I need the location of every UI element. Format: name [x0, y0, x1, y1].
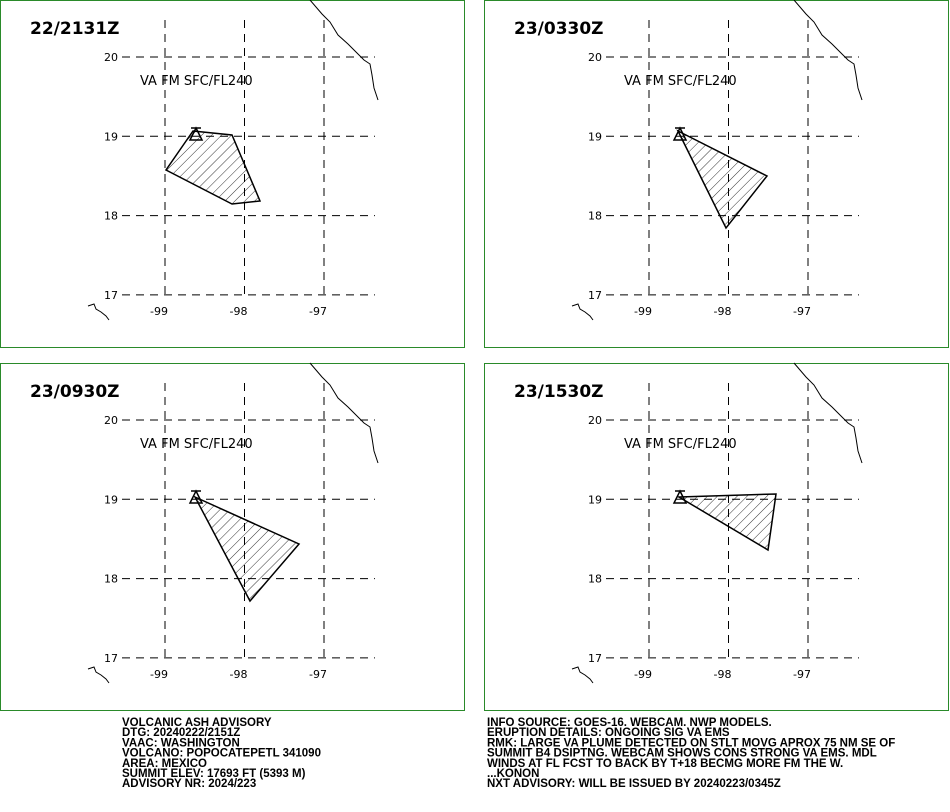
lon-tick-label: -97 — [309, 668, 327, 681]
lat-tick-label: 19 — [588, 130, 602, 143]
lon-tick-label: -98 — [714, 668, 732, 681]
volcano-symbol — [188, 489, 204, 504]
advisory-text: NXT ADVISORY: WILL BE ISSUED BY 20240223… — [487, 778, 781, 790]
lat-tick-label: 18 — [104, 210, 118, 223]
lon-tick-label: -99 — [150, 305, 168, 318]
coastline — [571, 666, 594, 684]
coastline — [793, 362, 863, 464]
lon-tick-label: -99 — [150, 668, 168, 681]
lon-tick-label: -99 — [634, 668, 652, 681]
lat-tick-label: 20 — [588, 414, 602, 427]
advisory-text: DTG: 20240222/2151Z — [122, 727, 240, 739]
lat-tick-label: 18 — [104, 573, 118, 586]
advisory-text: INFO SOURCE: GOES-16. WEBCAM. NWP MODELS… — [487, 717, 772, 729]
advisory-text: AREA: MEXICO — [122, 758, 207, 770]
lat-tick-label: 17 — [588, 289, 602, 302]
advisory-text: ...KONON — [487, 768, 539, 780]
volcano-symbol — [672, 489, 688, 504]
coastline — [87, 303, 110, 321]
panel-time: 22/2131Z — [30, 19, 120, 39]
advisory-text: ADVISORY NR: 2024/223 — [122, 778, 256, 790]
volcano-symbol — [188, 126, 204, 141]
panel-time: 23/0330Z — [514, 19, 604, 39]
lon-tick-label: -98 — [230, 305, 248, 318]
lon-tick-label: -99 — [634, 305, 652, 318]
coastline — [309, 362, 379, 464]
lat-tick-label: 20 — [104, 414, 118, 427]
ash-area — [164, 130, 262, 205]
panel-border — [484, 0, 949, 348]
ash-area — [676, 493, 777, 552]
advisory-text: RMK: LARGE VA PLUME DETECTED ON STLT MOV… — [487, 737, 895, 749]
lon-tick-label: -97 — [793, 305, 811, 318]
advisory-text: WINDS AT FL FCST TO BACK BY T+18 BECMG M… — [487, 758, 843, 770]
coastline — [793, 0, 863, 101]
ash-level: VA FM SFC/FL240 — [140, 74, 253, 89]
lat-tick-label: 17 — [104, 652, 118, 665]
panel-border — [484, 363, 949, 711]
lat-tick-label: 20 — [588, 51, 602, 64]
lat-tick-label: 19 — [104, 130, 118, 143]
advisory-text: SUMMIT B4 DSIPTNG. WEBCAM SHOWS CONS STR… — [487, 748, 877, 760]
ash-area — [676, 129, 769, 230]
coastline — [309, 0, 379, 101]
coastline — [87, 666, 110, 684]
advisory-text: VOLCANO: POPOCATEPETL 341090 — [122, 748, 321, 760]
panel-border — [0, 0, 465, 348]
ash-area — [193, 495, 301, 603]
map-panel: 20 19 18 17 -99 -98 -97 22/2131Z VA FM SFC/FL240 — [0, 0, 465, 348]
coastline — [571, 303, 594, 321]
advisory-text: ERUPTION DETAILS: ONGOING SIG VA EMS — [487, 727, 730, 739]
lat-tick-label: 19 — [104, 493, 118, 506]
advisory-text: VOLCANIC ASH ADVISORY — [122, 717, 272, 729]
map-panel: 20 19 18 17 -99 -98 -97 23/0930Z VA FM SFC/FL240 — [0, 362, 465, 711]
map-panel: 20 19 18 17 -99 -98 -97 23/1530Z VA FM SFC/FL240 — [484, 362, 949, 711]
lat-tick-label: 19 — [588, 493, 602, 506]
volcano-symbol — [672, 126, 688, 141]
advisory-text: VAAC: WASHINGTON — [122, 737, 240, 749]
lat-tick-label: 18 — [588, 210, 602, 223]
lat-tick-label: 17 — [104, 289, 118, 302]
lat-tick-label: 17 — [588, 652, 602, 665]
ash-level: VA FM SFC/FL240 — [624, 74, 737, 89]
ash-level: VA FM SFC/FL240 — [140, 437, 253, 452]
panel-time: 23/1530Z — [514, 382, 604, 402]
lat-tick-label: 20 — [104, 51, 118, 64]
lat-tick-label: 18 — [588, 573, 602, 586]
panel-border — [0, 363, 465, 711]
lon-tick-label: -98 — [230, 668, 248, 681]
advisory-text: SUMMIT ELEV: 17693 FT (5393 M) — [122, 768, 306, 780]
lon-tick-label: -97 — [309, 305, 327, 318]
panel-time: 23/0930Z — [30, 382, 120, 402]
map-panel: 20 19 18 17 -99 -98 -97 23/0330Z VA FM SFC/FL240 — [484, 0, 949, 348]
lon-tick-label: -98 — [714, 305, 732, 318]
ash-level: VA FM SFC/FL240 — [624, 437, 737, 452]
lon-tick-label: -97 — [793, 668, 811, 681]
